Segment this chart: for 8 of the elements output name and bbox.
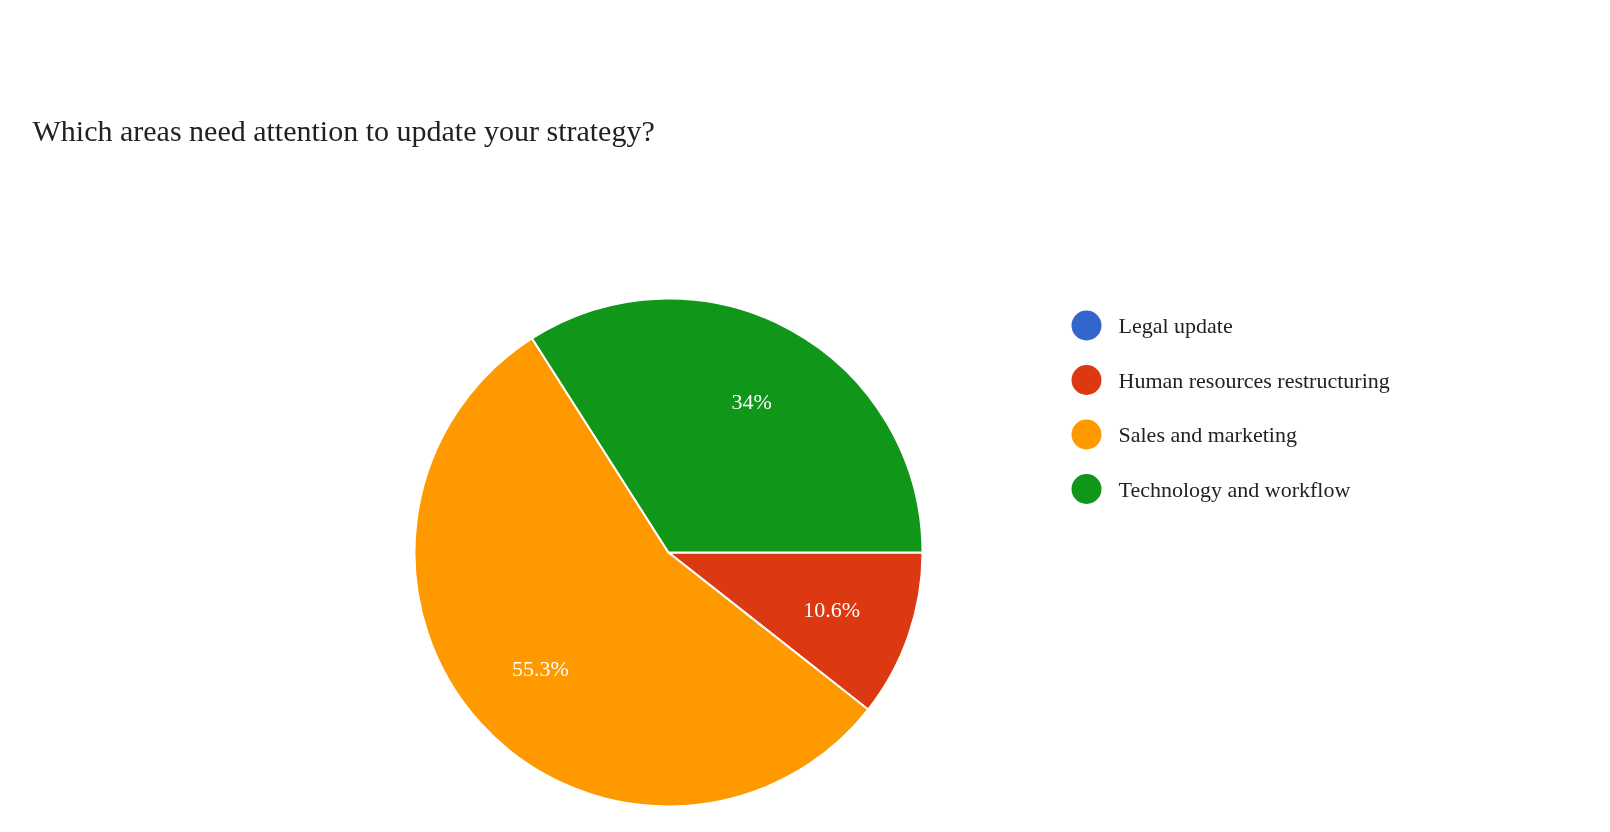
data-label: 55.3%: [512, 655, 569, 681]
legend-label: Human resources restructuring: [1118, 367, 1390, 393]
data-label: 10.6%: [803, 596, 861, 622]
data-label: 34%: [731, 388, 772, 414]
legend-label: Technology and workflow: [1118, 476, 1351, 502]
legend-label: Sales and marketing: [1118, 422, 1297, 447]
legend-label: Legal update: [1118, 313, 1233, 338]
chart-title: Which areas need attention to update your strategy?: [32, 114, 655, 147]
